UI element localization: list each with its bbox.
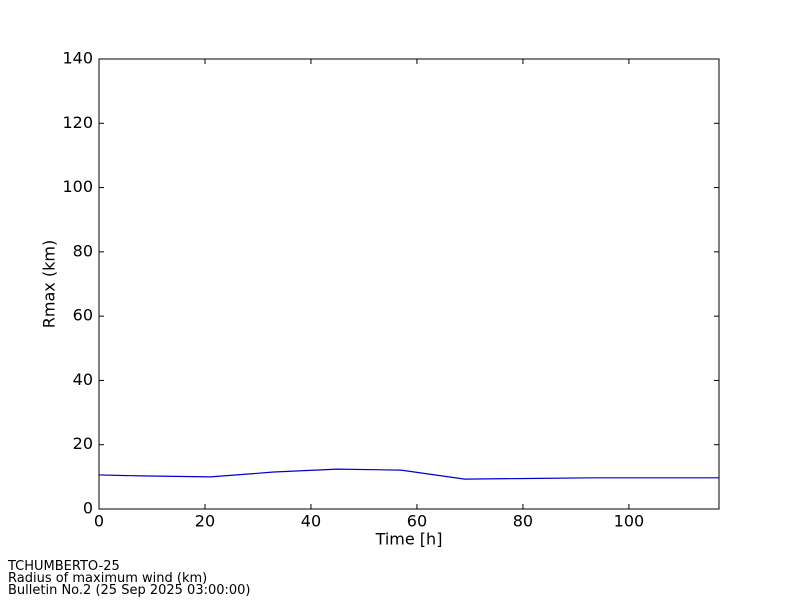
y-tick-label: 80: [73, 241, 93, 260]
y-tick-label: 100: [62, 177, 93, 196]
y-axis-label: Rmax (km): [40, 240, 59, 328]
data-line: [98, 468, 719, 480]
x-tick-label: 100: [614, 512, 645, 531]
footer-line: TCHUMBERTO-25: [7, 559, 120, 574]
x-tick-label: 20: [195, 512, 215, 531]
y-tick-label: 140: [62, 49, 93, 68]
y-tick-label: 0: [83, 499, 93, 518]
y-tick-label: 60: [73, 306, 93, 325]
y-tick-label: 40: [73, 370, 93, 389]
x-tick-label: 0: [94, 512, 104, 531]
y-tick-label: 20: [73, 434, 93, 453]
x-tick-label: 40: [301, 512, 321, 531]
footer-line: Radius of maximum wind (km): [8, 571, 207, 586]
x-tick-label: 80: [513, 512, 533, 531]
y-tick-label: 120: [62, 113, 93, 132]
x-axis-label: Time [h]: [375, 530, 443, 549]
x-tick-label: 60: [407, 512, 427, 531]
plot-frame: [98, 58, 720, 510]
footer-line: Bulletin No.2 (25 Sep 2025 03:00:00): [8, 583, 251, 598]
